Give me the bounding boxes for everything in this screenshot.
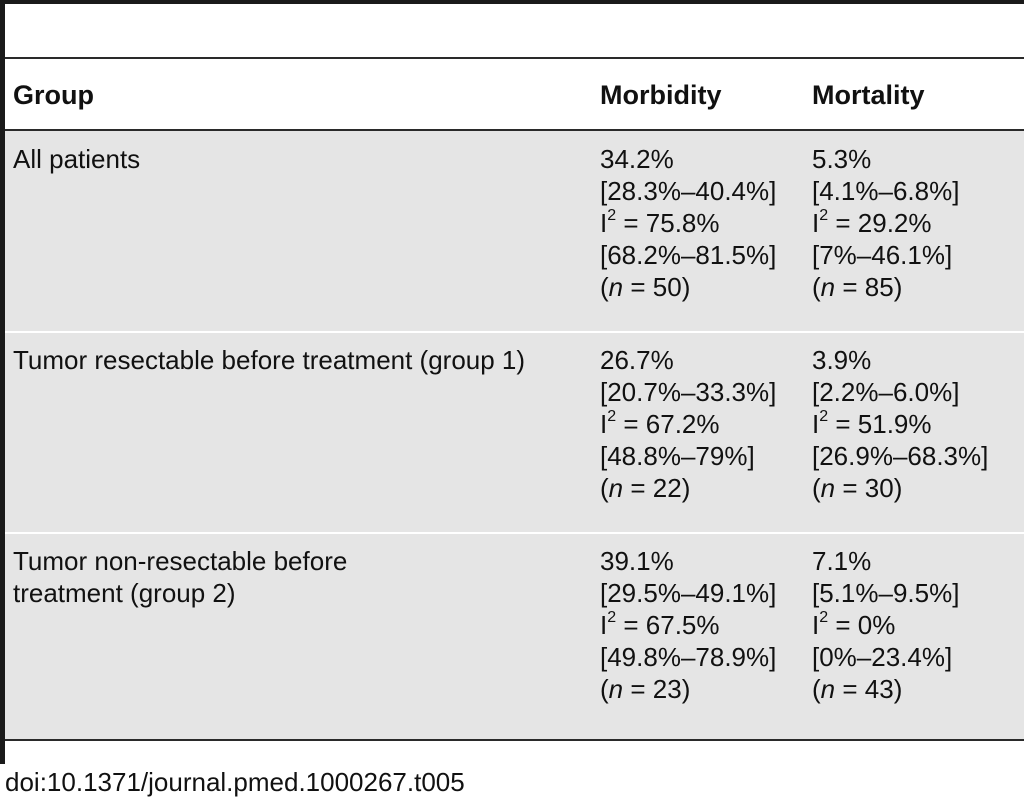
morbidity-i2-ci: [68.2%–81.5%] xyxy=(600,240,777,270)
mortality-value: 3.9% xyxy=(812,345,872,375)
morbidity-value: 26.7% xyxy=(600,345,674,375)
morbidity-n: (n = 23) xyxy=(600,674,691,704)
row-separator xyxy=(5,331,1024,333)
morbidity-i2-ci: [48.8%–79%] xyxy=(600,441,755,471)
top-rule xyxy=(0,0,1024,4)
doi-caption: doi:10.1371/journal.pmed.1000267.t005 xyxy=(5,767,465,797)
mortality-i2-ci: [7%–46.1%] xyxy=(812,240,953,270)
morbidity-i2: I2 = 75.8% xyxy=(600,207,720,238)
mortality-i2: I2 = 0% xyxy=(812,609,896,640)
morbidity-value: 39.1% xyxy=(600,546,674,576)
table-header-row: Group Morbidity Mortality xyxy=(5,59,1024,129)
mortality-n: (n = 85) xyxy=(812,272,903,302)
morbidity-ci: [20.7%–33.3%] xyxy=(600,377,777,407)
morbidity-n: (n = 22) xyxy=(600,473,691,503)
mortality-ci: [2.2%–6.0%] xyxy=(812,377,960,407)
mortality-ci: [4.1%–6.8%] xyxy=(812,176,960,206)
group-label: All patients xyxy=(13,144,141,174)
mortality-n: (n = 30) xyxy=(812,473,903,503)
group-cell: Tumor resectable before treatment (group… xyxy=(13,344,583,376)
morbidity-i2-ci: [49.8%–78.9%] xyxy=(600,642,777,672)
group-cell: Tumor non-resectable before treatment (g… xyxy=(13,545,583,609)
table-row: Tumor resectable before treatment (group… xyxy=(5,332,1024,533)
header-morbidity: Morbidity xyxy=(600,80,722,110)
morbidity-value: 34.2% xyxy=(600,144,674,174)
row-separator xyxy=(5,532,1024,534)
mortality-cell: 3.9% [2.2%–6.0%] I2 = 51.9% [26.9%–68.3%… xyxy=(812,344,1024,504)
table-bottom-rule xyxy=(5,739,1024,741)
mortality-cell: 7.1% [5.1%–9.5%] I2 = 0% [0%–23.4%] (n =… xyxy=(812,545,1024,705)
mortality-i2: I2 = 29.2% xyxy=(812,207,932,238)
mortality-cell: 5.3% [4.1%–6.8%] I2 = 29.2% [7%–46.1%] (… xyxy=(812,143,1024,303)
header-bottom-rule xyxy=(5,129,1024,131)
header-group: Group xyxy=(13,80,94,110)
mortality-value: 5.3% xyxy=(812,144,872,174)
table-row: Tumor non-resectable before treatment (g… xyxy=(5,533,1024,739)
mortality-value: 7.1% xyxy=(812,546,872,576)
morbidity-n: (n = 50) xyxy=(600,272,691,302)
morbidity-cell: 39.1% [29.5%–49.1%] I2 = 67.5% [49.8%–78… xyxy=(600,545,800,705)
header-top-rule xyxy=(5,57,1024,59)
morbidity-cell: 26.7% [20.7%–33.3%] I2 = 67.2% [48.8%–79… xyxy=(600,344,800,504)
header-mortality: Mortality xyxy=(812,80,925,110)
mortality-ci: [5.1%–9.5%] xyxy=(812,578,960,608)
left-rule xyxy=(0,0,5,764)
morbidity-cell: 34.2% [28.3%–40.4%] I2 = 75.8% [68.2%–81… xyxy=(600,143,800,303)
mortality-n: (n = 43) xyxy=(812,674,903,704)
group-cell: All patients xyxy=(13,143,583,175)
group-label-continued: treatment (group 2) xyxy=(13,578,236,608)
morbidity-ci: [29.5%–49.1%] xyxy=(600,578,777,608)
morbidity-i2: I2 = 67.5% xyxy=(600,609,720,640)
group-label: Tumor resectable before treatment (group… xyxy=(13,345,526,375)
mortality-i2: I2 = 51.9% xyxy=(812,408,932,439)
morbidity-ci: [28.3%–40.4%] xyxy=(600,176,777,206)
morbidity-i2: I2 = 67.2% xyxy=(600,408,720,439)
group-label: Tumor non-resectable before xyxy=(13,546,348,576)
mortality-i2-ci: [0%–23.4%] xyxy=(812,642,953,672)
table-row: All patients 34.2% [28.3%–40.4%] I2 = 75… xyxy=(5,131,1024,332)
mortality-i2-ci: [26.9%–68.3%] xyxy=(812,441,989,471)
